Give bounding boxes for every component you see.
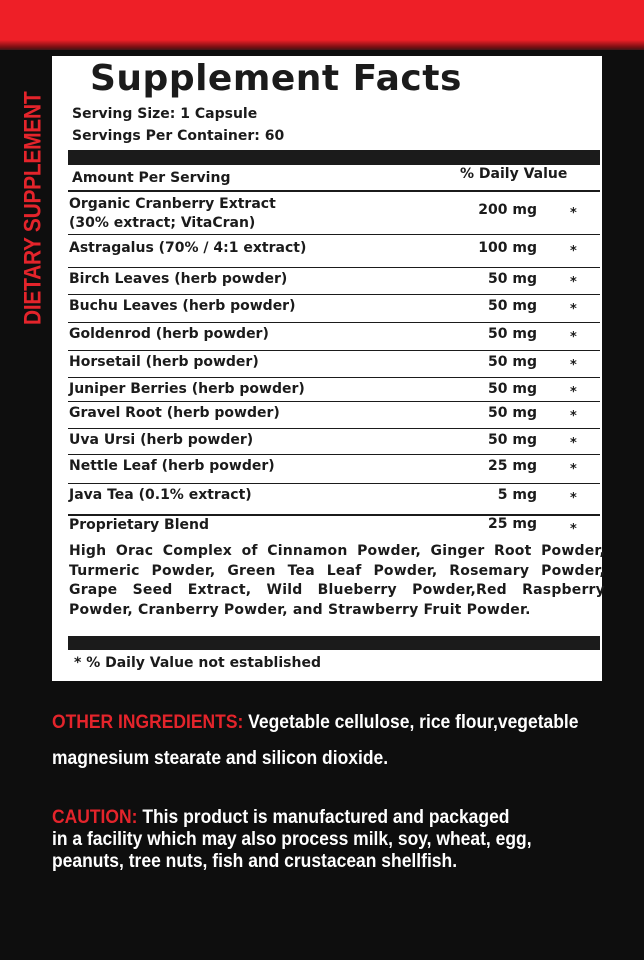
caution-line: This product is manufactured and package… xyxy=(142,807,510,828)
other-line: Vegetable cellulose, rice flour,vegetabl… xyxy=(248,712,579,733)
other-line: magnesium stearate and silicon dioxide. xyxy=(52,748,389,769)
panel-title: Supplement Facts xyxy=(90,58,462,99)
ingredient-name: Astragalus (70% / 4:1 extract) xyxy=(69,240,307,256)
side-label: DIETARY SUPPLEMENT xyxy=(20,91,47,325)
ingredient-amount: 50 mg xyxy=(488,298,537,314)
ingredient-sub: (30% extract; VitaCran) xyxy=(69,215,256,231)
row-divider xyxy=(68,234,600,235)
ingredient-name: Juniper Berries (herb powder) xyxy=(69,381,305,397)
ingredient-dv: * xyxy=(570,436,577,451)
ingredient-dv: * xyxy=(570,358,577,373)
top-red-band xyxy=(0,0,644,50)
row-divider xyxy=(68,483,600,484)
ingredient-amount: 50 mg xyxy=(488,354,537,370)
ingredient-amount: 50 mg xyxy=(488,326,537,342)
row-divider xyxy=(68,350,600,351)
header-dv: % Daily Value xyxy=(460,166,568,182)
ingredient-dv: * xyxy=(570,206,577,221)
caution-line: in a facility which may also process mil… xyxy=(52,829,532,850)
ingredient-amount: 5 mg xyxy=(497,487,537,503)
blend-name: Proprietary Blend xyxy=(69,517,209,533)
row-divider xyxy=(68,294,600,295)
ingredient-name: Birch Leaves (herb powder) xyxy=(69,271,288,287)
ingredient-name: Java Tea (0.1% extract) xyxy=(69,487,252,503)
blend-description: High Orac Complex of Cinnamon Powder, Gi… xyxy=(69,543,605,618)
divider xyxy=(68,514,600,516)
ingredient-amount: 50 mg xyxy=(488,381,537,397)
ingredient-name: Organic Cranberry Extract xyxy=(69,196,276,212)
ingredient-dv: * xyxy=(570,409,577,424)
blend-dv: * xyxy=(570,522,577,537)
row-divider xyxy=(68,377,600,378)
ingredient-name: Horsetail (herb powder) xyxy=(69,354,259,370)
divider xyxy=(68,190,600,192)
caution-label: CAUTION: xyxy=(52,807,138,828)
row-divider xyxy=(68,267,600,268)
other-label: OTHER INGREDIENTS: xyxy=(52,712,244,733)
other-ingredients: OTHER INGREDIENTS: Vegetable cellulose, … xyxy=(52,712,578,734)
ingredient-name: Nettle Leaf (herb powder) xyxy=(69,458,275,474)
ingredient-dv: * xyxy=(570,385,577,400)
row-divider xyxy=(68,322,600,323)
ingredient-dv: * xyxy=(570,462,577,477)
header-amount: Amount Per Serving xyxy=(72,170,231,186)
ingredient-name: Uva Ursi (herb powder) xyxy=(69,432,254,448)
ingredient-amount: 25 mg xyxy=(488,458,537,474)
footnote: * % Daily Value not established xyxy=(74,655,321,671)
ingredient-amount: 50 mg xyxy=(488,432,537,448)
caution: CAUTION: This product is manufactured an… xyxy=(52,807,509,829)
servings-per-container: Servings Per Container: 60 xyxy=(72,128,285,144)
ingredient-dv: * xyxy=(570,275,577,290)
ingredient-name: Gravel Root (herb powder) xyxy=(69,405,280,421)
caution-line: peanuts, tree nuts, fish and crustacean … xyxy=(52,851,458,872)
ingredient-amount: 100 mg xyxy=(478,240,537,256)
blend-amount: 25 mg xyxy=(488,516,537,532)
ingredient-dv: * xyxy=(570,302,577,317)
ingredient-dv: * xyxy=(570,491,577,506)
ingredient-amount: 50 mg xyxy=(488,271,537,287)
ingredient-amount: 50 mg xyxy=(488,405,537,421)
supplement-facts-panel: Supplement Facts Serving Size: 1 Capsule… xyxy=(52,56,605,681)
ingredient-dv: * xyxy=(570,244,577,259)
serving-size: Serving Size: 1 Capsule xyxy=(72,106,258,122)
ingredient-name: Buchu Leaves (herb powder) xyxy=(69,298,296,314)
row-divider xyxy=(68,428,600,429)
ingredient-amount: 200 mg xyxy=(478,202,537,218)
row-divider xyxy=(68,401,600,402)
row-divider xyxy=(68,454,600,455)
divider-thick xyxy=(68,150,600,165)
divider-thick xyxy=(68,636,600,650)
ingredient-dv: * xyxy=(570,330,577,345)
ingredient-name: Goldenrod (herb powder) xyxy=(69,326,269,342)
